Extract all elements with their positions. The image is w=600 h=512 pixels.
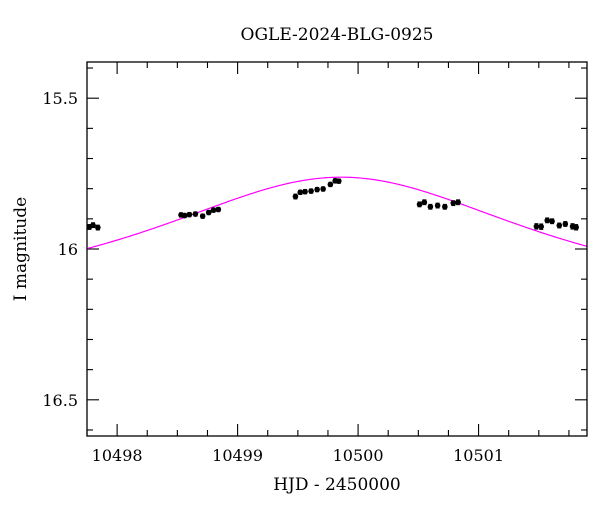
- data-point: [297, 189, 304, 196]
- data-point: [314, 186, 320, 193]
- model-curve: [86, 176, 588, 250]
- x-tick-label: 10499: [212, 446, 263, 465]
- y-axis-ticks: 15.5 16 16.5: [42, 67, 587, 431]
- data-point-marker: [199, 213, 206, 219]
- model-curve-layer: [86, 176, 588, 250]
- data-point: [336, 178, 342, 184]
- data-point-marker: [562, 221, 569, 227]
- x-tick-label: 10500: [333, 446, 384, 465]
- data-point: [192, 211, 199, 217]
- data-point-marker: [544, 217, 551, 224]
- data-point: [320, 186, 326, 192]
- data-point: [308, 188, 314, 194]
- x-axis-label: HJD - 2450000: [273, 475, 401, 495]
- data-point: [556, 222, 563, 229]
- data-point-marker: [95, 224, 101, 231]
- data-point: [95, 224, 101, 231]
- data-point-marker: [573, 224, 579, 231]
- data-point-marker: [442, 203, 448, 210]
- data-point-marker: [427, 203, 434, 210]
- data-point-marker: [292, 193, 299, 200]
- y-tick-label: 16: [58, 240, 78, 259]
- data-point-marker: [90, 222, 96, 228]
- data-point-marker: [327, 181, 334, 188]
- data-point: [416, 201, 423, 208]
- data-point: [210, 207, 217, 213]
- data-point-marker: [320, 186, 326, 192]
- data-point: [302, 188, 308, 195]
- data-point-marker: [421, 199, 428, 206]
- data-point-marker: [538, 223, 545, 230]
- data-point-marker: [192, 211, 199, 217]
- data-point: [205, 209, 212, 216]
- data-point-marker: [336, 178, 342, 184]
- data-point-marker: [533, 223, 540, 230]
- data-point-marker: [455, 199, 461, 206]
- data-point: [434, 202, 441, 209]
- data-point: [450, 200, 457, 207]
- data-point: [455, 199, 461, 206]
- data-point: [186, 211, 193, 218]
- data-point: [199, 213, 206, 219]
- data-point: [538, 223, 545, 230]
- y-tick-label: 15.5: [42, 89, 78, 108]
- data-point-marker: [416, 201, 423, 208]
- data-point-marker: [434, 202, 441, 209]
- data-point: [562, 221, 569, 227]
- data-point: [544, 217, 551, 224]
- data-points-layer: [86, 178, 579, 231]
- data-point-marker: [297, 189, 304, 196]
- data-point: [327, 181, 334, 188]
- x-axis-ticks: 10498 10499 10500 10501: [86, 62, 570, 465]
- data-point: [573, 224, 579, 231]
- data-point: [427, 203, 434, 210]
- data-point: [549, 218, 555, 225]
- data-point: [292, 193, 299, 200]
- y-tick-label: 16.5: [42, 391, 78, 410]
- data-point-marker: [210, 207, 217, 213]
- plot-frame: [86, 61, 588, 437]
- data-point-marker: [215, 206, 222, 213]
- x-tick-label: 10501: [453, 446, 504, 465]
- data-point-marker: [549, 218, 555, 225]
- data-point-marker: [181, 212, 188, 219]
- data-point: [533, 223, 540, 230]
- data-point-marker: [308, 188, 314, 194]
- data-point: [181, 212, 188, 219]
- data-point-marker: [186, 211, 193, 218]
- data-point-marker: [205, 209, 212, 216]
- chart-title: OGLE-2024-BLG-0925: [241, 25, 434, 45]
- data-point-marker: [302, 188, 308, 195]
- data-point: [421, 199, 428, 206]
- data-point: [442, 203, 448, 210]
- data-point-marker: [556, 222, 563, 229]
- data-point: [90, 222, 96, 229]
- data-point-marker: [314, 186, 320, 193]
- data-point: [215, 206, 222, 213]
- x-tick-label: 10498: [92, 446, 143, 465]
- y-axis-label: I magnitude: [11, 197, 31, 301]
- data-point-marker: [450, 200, 457, 206]
